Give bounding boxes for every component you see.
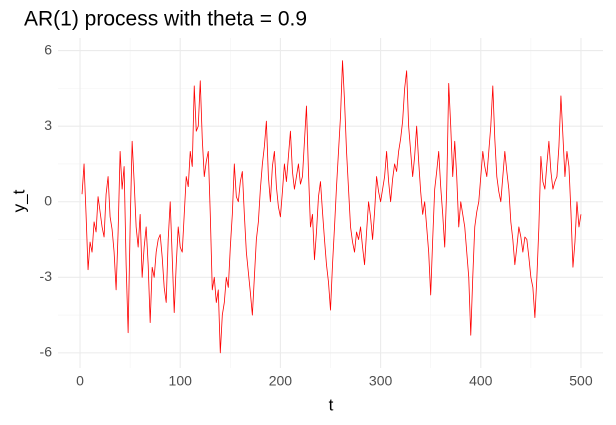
data-line xyxy=(81,60,582,354)
y-axis-label: y_t xyxy=(9,189,28,212)
y-tick-label: -3 xyxy=(40,268,53,284)
chart-title: AR(1) process with theta = 0.9 xyxy=(24,8,307,31)
x-axis-label: t xyxy=(329,395,334,414)
y-tick-label: 3 xyxy=(44,117,52,133)
x-tick-label: 200 xyxy=(269,373,293,389)
x-tick-label: 300 xyxy=(369,373,393,389)
y-tick-label: 6 xyxy=(44,41,52,57)
x-tick-label: 500 xyxy=(569,373,593,389)
x-tick-label: 400 xyxy=(469,373,493,389)
x-tick-label: 100 xyxy=(169,373,193,389)
y-tick-label: -6 xyxy=(40,344,53,360)
x-tick-label: 0 xyxy=(76,373,84,389)
y-tick-label: 0 xyxy=(44,192,52,208)
